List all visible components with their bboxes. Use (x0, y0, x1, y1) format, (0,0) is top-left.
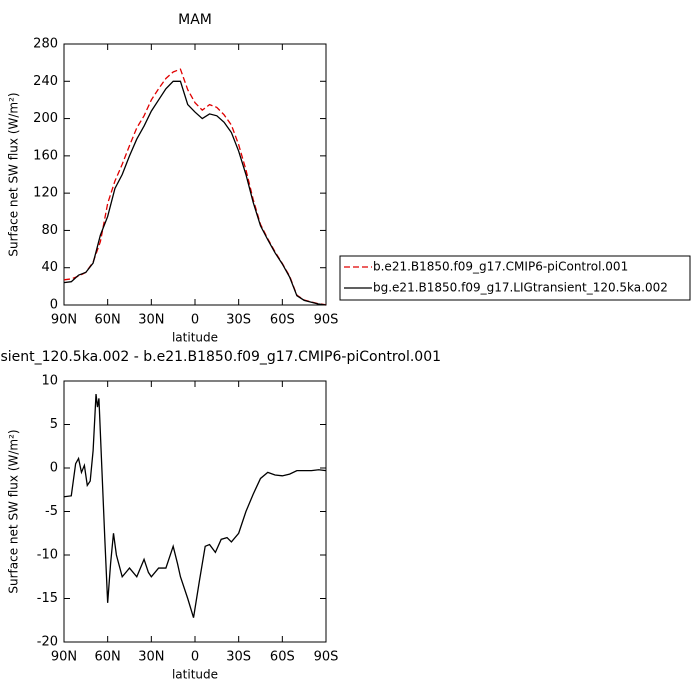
y-tick-label: 10 (41, 374, 58, 389)
data-line (63, 68, 327, 306)
y-tick-label: 240 (33, 74, 58, 89)
x-tick-label: 60S (270, 650, 295, 665)
x-tick-label: 30N (138, 650, 164, 665)
x-tick-label: 60N (95, 650, 121, 665)
y-tick-label: -15 (37, 591, 58, 606)
y-tick-label: 160 (33, 148, 58, 163)
data-line (63, 80, 327, 306)
y-tick-label: 0 (50, 298, 58, 313)
y-tick-label: 280 (33, 37, 58, 52)
x-tick-label: 60S (270, 313, 295, 328)
x-tick-label: 60N (95, 313, 121, 328)
legend-box (339, 255, 691, 301)
x-tick-label: 30N (138, 313, 164, 328)
y-tick-label: -5 (45, 504, 58, 519)
data-line (63, 393, 327, 618)
x-tick-label: 90S (314, 313, 339, 328)
chart-title: LIGtransient_120.5ka.002 - b.e21.B1850.f… (0, 349, 441, 365)
y-tick-label: -20 (37, 635, 58, 650)
legend-label: b.e21.B1850.f09_g17.CMIP6-piControl.001 (373, 260, 628, 274)
y-tick-label: 40 (41, 260, 58, 275)
y-axis-label: Surface net SW flux (W/m²) (7, 92, 21, 256)
y-tick-label: 80 (41, 223, 58, 238)
x-tick-label: 0 (191, 313, 199, 328)
y-tick-label: 200 (33, 111, 58, 126)
y-tick-label: 120 (33, 186, 58, 201)
x-tick-label: 0 (191, 650, 199, 665)
x-tick-label: 90S (314, 650, 339, 665)
y-tick-label: 5 (50, 417, 58, 432)
y-axis-label: Surface net SW flux (W/m²) (7, 429, 21, 593)
x-tick-label: 90N (51, 313, 77, 328)
x-tick-label: 90N (51, 650, 77, 665)
x-axis-label: latitude (172, 331, 218, 345)
y-tick-label: 0 (50, 461, 58, 476)
x-tick-label: 30S (226, 313, 251, 328)
x-axis-label: latitude (172, 668, 218, 682)
y-tick-label: -10 (37, 548, 58, 563)
legend-label: bg.e21.B1850.f09_g17.LIGtransient_120.5k… (373, 281, 668, 295)
plot-frame (63, 43, 327, 306)
x-tick-label: 30S (226, 650, 251, 665)
chart-title: MAM (178, 12, 212, 28)
